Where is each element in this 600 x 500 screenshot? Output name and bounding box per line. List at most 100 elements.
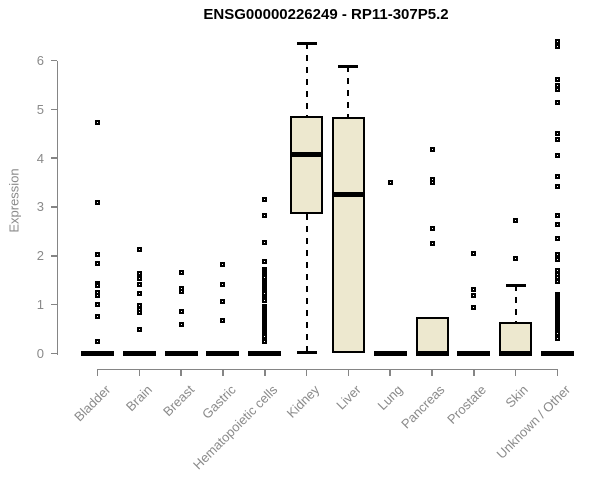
outlier-point <box>136 290 142 296</box>
median-line <box>499 350 533 356</box>
outlier-point <box>95 293 100 299</box>
outlier-point <box>387 180 393 186</box>
x-tick-label: Bladder <box>70 382 114 425</box>
median-line <box>206 350 240 356</box>
outlier-point <box>471 293 477 299</box>
x-tick <box>431 368 433 376</box>
y-tick-label: 1 <box>36 297 44 313</box>
outlier-point <box>220 282 226 288</box>
outlier-point <box>220 317 226 323</box>
y-tick <box>51 255 57 257</box>
outlier-point <box>262 334 268 340</box>
outlier-point <box>429 147 435 153</box>
outlier-point <box>262 240 268 246</box>
outlier-point <box>95 283 100 288</box>
outlier-point <box>513 255 519 261</box>
outlier-point <box>262 259 268 265</box>
y-tick <box>51 157 57 159</box>
median-line <box>81 350 114 356</box>
y-tick-label: 5 <box>36 101 44 117</box>
outlier-point <box>555 278 561 284</box>
box-pancreas <box>415 316 449 354</box>
y-tick-label: 2 <box>36 248 44 264</box>
x-tick <box>473 368 475 376</box>
x-tick-label: Kidney <box>283 382 323 421</box>
outlier-point <box>555 174 561 180</box>
outlier-point <box>220 298 226 304</box>
upper-whisker-cap <box>338 64 359 68</box>
outlier-point <box>262 197 268 203</box>
outlier-point <box>555 38 561 44</box>
outlier-point <box>555 335 561 341</box>
x-tick-label: Prostate <box>444 382 490 427</box>
outlier-point <box>555 100 561 106</box>
y-axis-line <box>56 60 58 355</box>
outlier-point <box>429 225 435 231</box>
x-tick-label: Liver <box>333 382 365 413</box>
outlier-point <box>555 251 561 257</box>
outlier-point <box>95 302 100 308</box>
outlier-point <box>555 235 561 241</box>
outlier-point <box>429 240 435 246</box>
outlier-point <box>136 270 142 276</box>
outlier-point <box>262 297 268 303</box>
outlier-point <box>513 218 519 224</box>
outlier-point <box>555 131 561 137</box>
outlier-point <box>555 87 561 93</box>
x-tick-label: Unknown / Other <box>493 382 574 462</box>
x-axis-line <box>96 368 559 370</box>
outlier-point <box>471 250 477 256</box>
x-tick <box>180 368 182 376</box>
outlier-point <box>429 179 435 185</box>
x-tick <box>138 368 141 376</box>
x-tick <box>222 368 224 376</box>
median-line <box>331 191 365 197</box>
x-tick <box>347 368 350 376</box>
chart-title: ENSG00000226249 - RP11-307P5.2 <box>203 6 449 23</box>
upper-whisker <box>514 285 517 322</box>
median-line <box>415 350 449 356</box>
x-tick <box>96 368 99 376</box>
outlier-point <box>262 339 268 345</box>
outlier-point <box>220 262 226 268</box>
median-line <box>457 350 491 356</box>
outlier-point <box>555 136 561 142</box>
median-line <box>541 350 575 356</box>
median-line <box>373 350 407 356</box>
box-kidney <box>290 115 324 214</box>
x-tick-label: Pancreas <box>398 382 448 432</box>
x-tick <box>389 368 391 376</box>
x-tick <box>264 368 266 376</box>
outlier-point <box>262 213 268 219</box>
x-tick <box>305 368 308 376</box>
outlier-point <box>178 270 184 276</box>
outlier-point <box>95 314 100 320</box>
box-skin <box>499 321 533 354</box>
x-tick <box>556 368 559 376</box>
x-tick-label: Lung <box>374 382 406 414</box>
outlier-point <box>555 76 561 82</box>
outlier-point <box>95 260 100 266</box>
y-tick-label: 3 <box>36 199 44 215</box>
y-tick <box>51 206 57 208</box>
x-tick-label: Skin <box>502 382 532 411</box>
outlier-point <box>178 322 184 328</box>
outlier-point <box>95 338 100 344</box>
upper-whisker-cap <box>296 41 317 45</box>
x-tick <box>514 368 517 376</box>
outlier-point <box>136 276 142 282</box>
x-tick-label: Gastric <box>198 382 239 422</box>
y-tick <box>51 108 57 111</box>
outlier-point <box>136 247 142 253</box>
median-line <box>248 350 282 356</box>
outlier-point <box>95 120 100 126</box>
outlier-point <box>95 200 100 206</box>
median-line <box>122 350 156 356</box>
upper-whisker <box>305 43 308 116</box>
outlier-point <box>471 304 477 310</box>
outlier-point <box>136 326 142 332</box>
outlier-point <box>555 222 561 228</box>
outlier-point <box>95 251 100 257</box>
outlier-point <box>555 153 561 159</box>
